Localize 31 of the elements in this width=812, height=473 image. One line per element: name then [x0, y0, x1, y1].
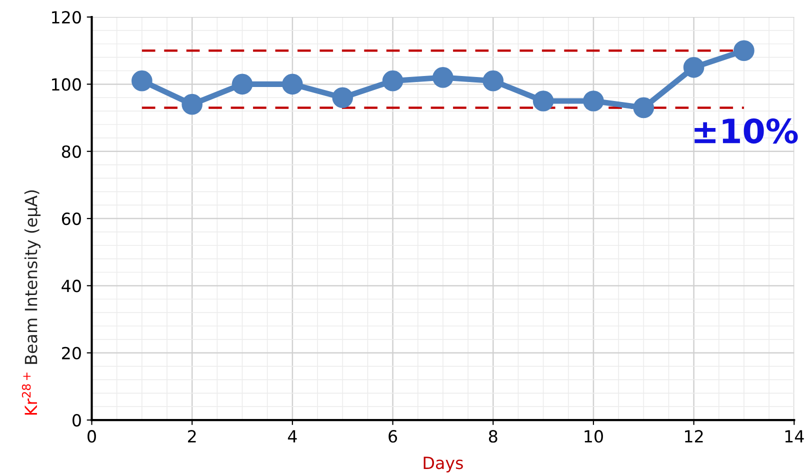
- x-tick-label: 10: [584, 430, 603, 443]
- y-tick-label: 100: [52, 78, 81, 91]
- point: [633, 97, 654, 118]
- point: [232, 74, 253, 95]
- point: [182, 94, 203, 115]
- x-tick-label: 12: [685, 430, 703, 442]
- point: [482, 70, 504, 92]
- point: [332, 87, 354, 108]
- point: [432, 67, 454, 88]
- y-tick-label: 80: [62, 145, 81, 158]
- y-tick-label: 60: [62, 212, 81, 226]
- point: [532, 90, 554, 112]
- x-tick-label: 14: [785, 430, 804, 442]
- y-tick-label: 20: [62, 346, 81, 360]
- y-axis-title: Kr$^{28+}$ Beam Intensity (eμA): [22, 190, 41, 415]
- point: [734, 40, 754, 62]
- point: [683, 56, 704, 78]
- y-tick-label: 0: [72, 414, 81, 427]
- y-tick-label: 40: [62, 280, 81, 292]
- x-tick-label: 6: [388, 430, 398, 443]
- x-axis-title: Days: [424, 456, 463, 472]
- point: [132, 70, 152, 92]
- x-tick-label: 0: [88, 430, 96, 443]
- annotation: ±10%: [694, 118, 798, 144]
- point: [282, 74, 303, 95]
- x-tick-label: 8: [488, 430, 498, 443]
- point: [382, 70, 404, 92]
- point: [583, 90, 604, 112]
- y-tick-label: 120: [52, 10, 81, 24]
- x-tick-label: 4: [288, 430, 297, 442]
- x-tick-label: 2: [188, 430, 196, 442]
